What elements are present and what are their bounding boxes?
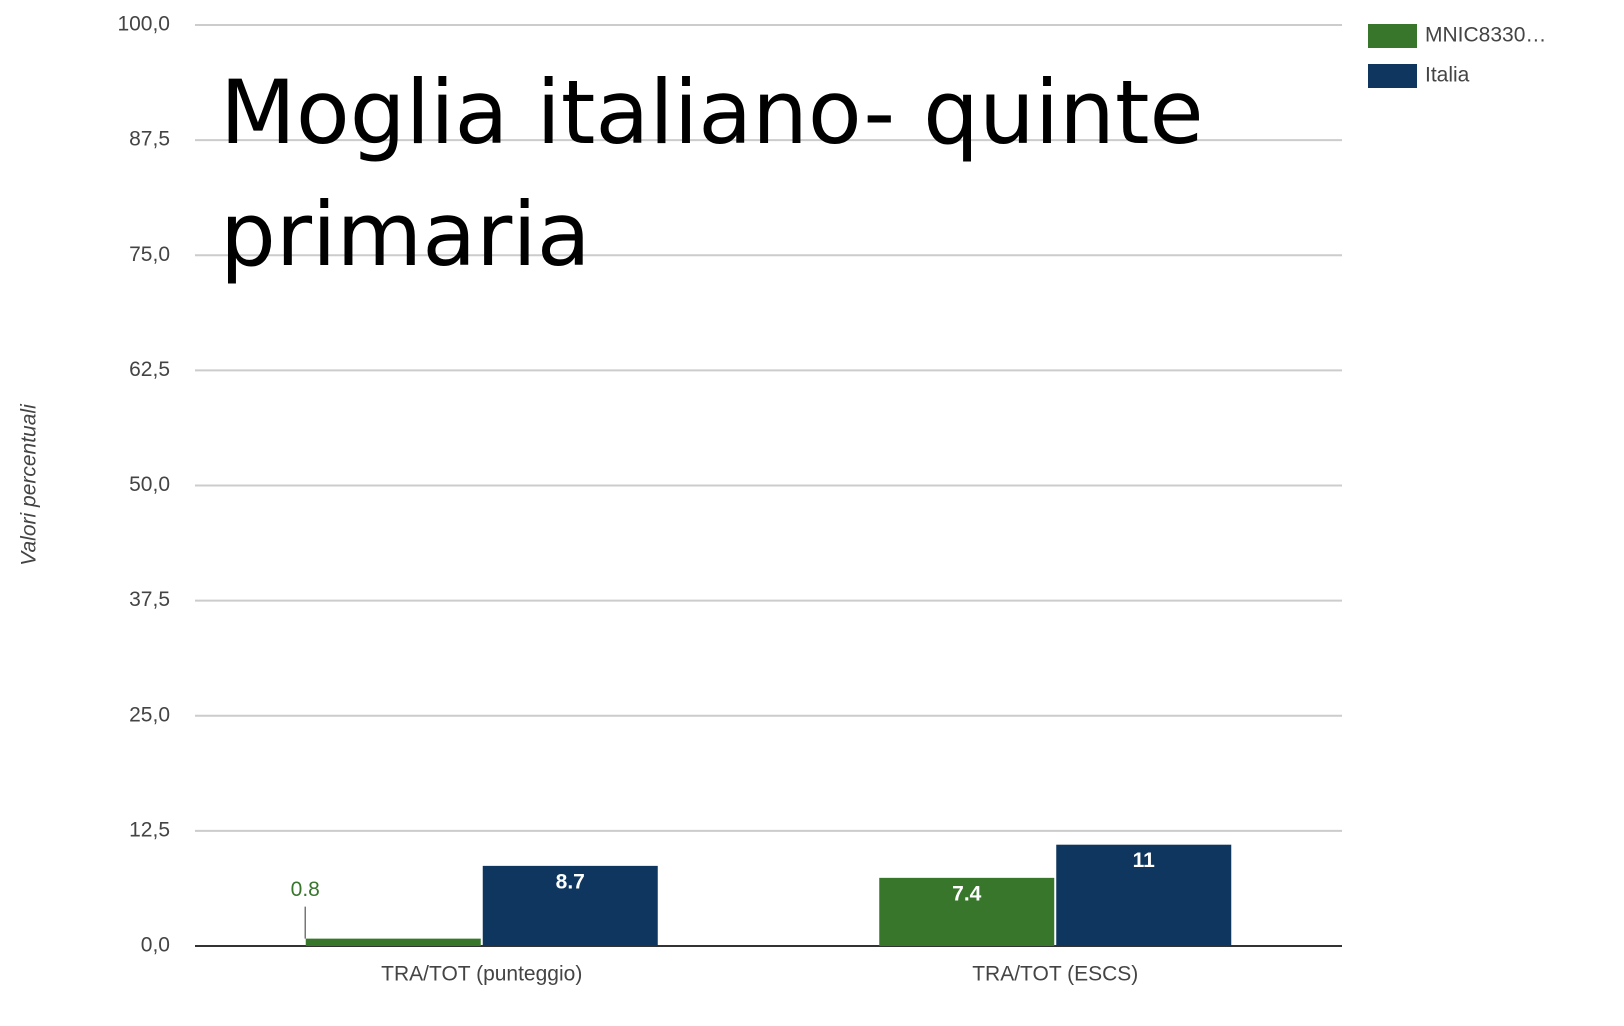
y-tick-label: 12,5 [129,818,170,841]
y-tick-label: 0,0 [141,934,170,957]
legend-swatch [1368,24,1417,48]
y-tick-label: 37,5 [129,588,170,611]
data-label: 0.8 [291,878,320,901]
data-label: 8.7 [556,870,585,893]
bar [879,877,1055,946]
bar [1056,844,1232,946]
y-tick-label: 100,0 [117,13,170,36]
data-label: 7.4 [952,882,982,905]
bar [305,938,481,946]
y-axis-label: Valori percentuali [18,403,41,566]
legend-label: Italia [1425,64,1470,87]
bar [482,865,658,946]
legend-swatch [1368,64,1417,88]
y-tick-label: 62,5 [129,358,170,381]
y-tick-label: 50,0 [129,473,170,496]
chart-title: Moglia italiano- quinte primaria [220,61,1204,286]
y-tick-label: 25,0 [129,703,170,726]
x-tick-label: TRA/TOT (punteggio) [381,963,582,986]
y-tick-label: 87,5 [129,128,170,151]
data-label: 11 [1133,849,1156,872]
y-tick-label: 75,0 [129,243,170,266]
x-tick-label: TRA/TOT (ESCS) [972,963,1138,986]
legend-label: MNIC8330… [1425,24,1546,47]
